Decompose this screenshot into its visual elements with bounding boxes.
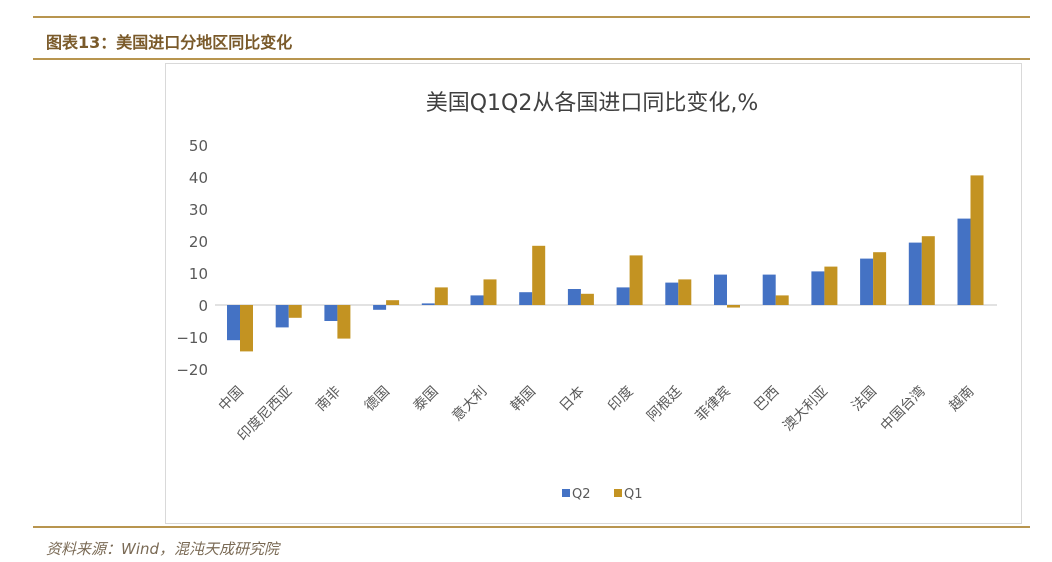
x-tick-label: 巴西 <box>751 384 782 415</box>
bar-q2 <box>567 289 581 305</box>
bar-q1 <box>386 300 400 305</box>
bar-q2 <box>908 242 922 305</box>
bar-q1 <box>532 245 546 305</box>
bar-q1 <box>434 287 448 305</box>
y-tick-label: 40 <box>189 169 208 187</box>
x-tick-label: 南非 <box>313 384 344 415</box>
bar-q2 <box>421 303 435 305</box>
bar-q1 <box>824 266 838 305</box>
x-tick-label: 德国 <box>362 384 393 415</box>
y-tick-label: −20 <box>176 361 208 379</box>
bar-q1 <box>580 293 594 305</box>
chart-title: 美国Q1Q2从各国进口同比变化,% <box>426 91 759 116</box>
y-tick-label: 20 <box>189 233 208 251</box>
y-tick-label: 50 <box>189 137 208 155</box>
bar-q2 <box>470 295 484 305</box>
top-rule <box>33 16 1030 18</box>
x-tick-label: 澳大利亚 <box>780 384 831 435</box>
source-note: 资料来源：Wind，混沌天成研究院 <box>46 540 280 558</box>
y-tick-label: 10 <box>189 265 208 283</box>
x-tick-label: 菲律宾 <box>693 384 734 425</box>
bar-q1 <box>775 295 789 305</box>
legend-swatch-q2 <box>562 489 570 497</box>
bar-q1 <box>970 175 984 305</box>
x-tick-label: 中国台湾 <box>877 383 929 435</box>
x-tick-label: 法国 <box>849 384 880 415</box>
x-tick-label: 中国 <box>216 384 247 415</box>
bar-q1 <box>873 252 887 305</box>
bar-q2 <box>324 305 338 321</box>
bar-q2 <box>762 274 776 305</box>
x-tick-label: 日本 <box>557 384 588 415</box>
bar-q2 <box>665 282 679 305</box>
title-rule <box>33 58 1030 60</box>
bar-q1 <box>240 305 253 352</box>
bar-q1 <box>727 305 740 308</box>
bar-q2 <box>714 274 727 305</box>
bar-q1 <box>288 305 302 318</box>
bar-q2 <box>860 258 874 305</box>
chart-frame <box>165 63 1022 524</box>
bottom-rule <box>33 526 1030 528</box>
x-tick-label: 泰国 <box>411 384 442 415</box>
y-tick-label: 30 <box>189 201 208 219</box>
x-tick-label: 韩国 <box>508 384 539 415</box>
legend-label-q2: Q2 <box>572 487 591 502</box>
bar-q2 <box>275 305 289 328</box>
figure-title: 图表13：美国进口分地区同比变化 <box>46 33 293 52</box>
bar-q1 <box>921 236 935 305</box>
bar-q1 <box>678 279 692 305</box>
x-tick-label: 越南 <box>946 384 977 415</box>
bar-q1 <box>483 279 497 305</box>
bar-q2 <box>227 305 240 341</box>
bar-q2 <box>616 287 630 305</box>
bar-q1 <box>629 255 643 305</box>
bar-q1 <box>337 305 351 339</box>
legend-label-q1: Q1 <box>624 487 643 502</box>
x-tick-label: 印度 <box>605 384 636 415</box>
x-tick-label: 阿根廷 <box>644 384 685 425</box>
bar-q2 <box>811 271 825 305</box>
x-tick-label: 意大利 <box>449 383 491 425</box>
bar-q2 <box>957 218 971 305</box>
y-tick-label: −10 <box>176 329 208 347</box>
bar-q2 <box>373 305 387 310</box>
legend-swatch-q1 <box>614 489 622 497</box>
y-tick-label: 0 <box>198 297 208 315</box>
bar-q2 <box>519 292 533 305</box>
